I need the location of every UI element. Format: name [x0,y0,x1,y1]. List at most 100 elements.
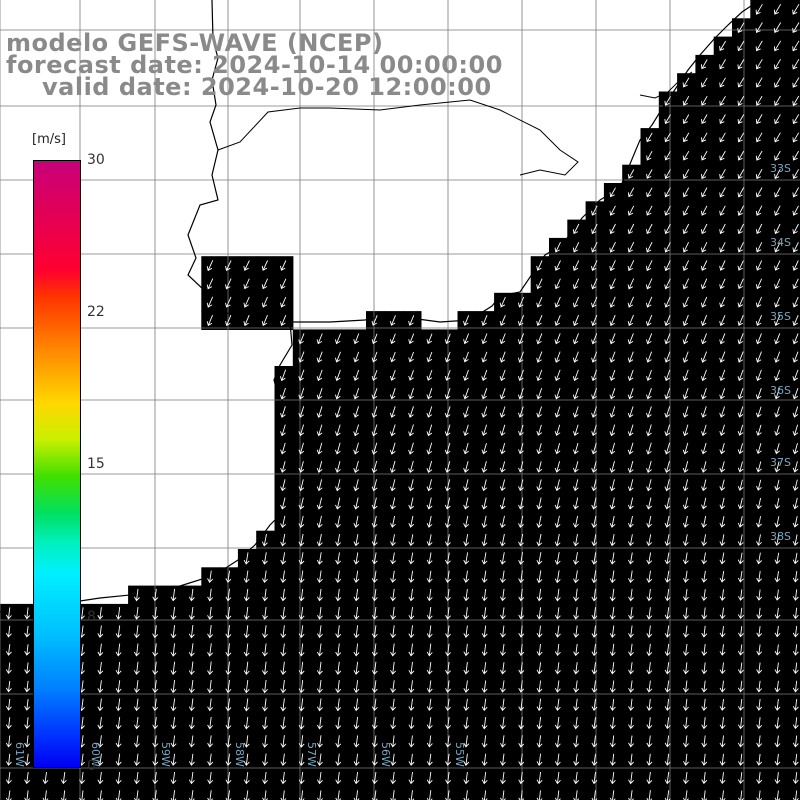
wind-arrow [280,479,286,492]
wind-arrow [298,716,305,730]
wind-arrow [792,735,799,748]
wind-arrow [774,424,780,436]
wind-arrow [774,698,781,711]
wind-arrow [243,260,250,271]
wind-arrow [554,242,561,253]
wind-arrow [518,406,524,418]
wind-arrow [792,369,799,382]
wind-arrow [243,735,250,748]
wind-arrow [737,296,744,308]
wind-arrow [737,205,744,216]
wind-arrow [24,644,31,656]
wind-arrow [591,388,598,400]
wind-arrow [664,515,671,528]
title-model: modelo GEFS-WAVE (NCEP) [6,29,384,57]
wind-arrow [719,589,726,601]
wind-speed-cell [786,384,800,404]
wind-arrow [792,296,799,308]
wind-arrow [627,552,634,565]
wind-arrow [646,223,653,235]
wind-arrow [701,534,708,547]
wind-arrow [609,625,616,638]
wind-arrow [572,314,580,327]
wind-arrow [463,351,469,363]
wind-arrow [335,479,341,492]
wind-arrow [737,735,744,748]
wind-arrow [737,406,744,418]
wind-arrow [280,625,287,639]
wind-arrow [774,497,781,510]
wind-arrow [536,296,543,308]
wind-arrow [664,351,671,363]
title-forecast-date: forecast date: 2024-10-14 00:00:00 [6,51,503,79]
wind-arrow [756,497,762,510]
wind-arrow [792,442,799,455]
wind-arrow [591,625,598,638]
wind-arrow [353,771,360,785]
wind-arrow [280,588,287,602]
wind-arrow [701,680,708,693]
wind-arrow [719,534,726,547]
wind-arrow [463,698,470,712]
wind-speed-cell [786,73,800,93]
wind-arrow [682,387,689,400]
wind-arrow [627,205,635,216]
coastline-argentina [0,321,327,613]
wind-arrow [701,662,708,675]
wind-arrow [719,114,726,125]
wind-arrow [481,698,488,712]
wind-arrow [756,571,763,583]
wind-arrow [335,753,342,766]
wind-arrow [792,333,799,345]
wind-arrow [536,607,543,620]
wind-arrow [408,515,415,528]
wind-arrow [609,552,616,565]
wind-arrow [298,424,305,437]
wind-arrow [188,606,195,620]
wind-arrow [499,333,506,345]
wind-arrow [481,588,488,602]
wind-speed-cell [786,439,800,459]
wind-arrow [646,460,652,474]
wind-arrow [701,589,708,602]
wind-arrow [353,387,360,400]
wind-arrow [207,771,214,785]
wind-arrow [755,40,763,52]
wind-arrow [445,680,451,693]
wind-arrow [225,698,232,712]
wind-arrow [408,698,415,712]
wind-arrow [5,644,12,656]
wind-arrow [792,607,799,620]
coastline-lagoon [639,71,693,99]
wind-arrow [298,735,305,748]
wind-arrow [609,570,616,584]
wind-arrow [572,424,579,437]
wind-arrow [554,588,561,602]
wind-arrow [316,460,323,473]
wind-speed-cell [786,512,800,532]
wind-arrow [627,442,634,455]
wind-arrow [719,59,726,70]
wind-arrow [774,607,781,620]
wind-arrow [115,661,122,675]
wind-arrow [664,479,671,492]
wind-arrow [774,278,781,290]
wind-arrow [646,388,652,400]
wind-arrow [591,515,598,528]
wind-arrow [5,699,12,711]
wind-arrow [756,534,762,547]
wind-arrow [701,424,707,437]
wind-arrow [518,607,525,620]
wind-arrow [371,771,378,785]
wind-arrow [280,698,287,712]
wind-arrow [719,406,726,418]
wind-arrow [170,625,177,639]
wind-arrow [389,388,396,400]
wind-speed-cell [786,786,800,800]
colorbar [33,160,81,768]
wind-arrow [408,552,415,565]
wind-arrow [719,717,726,730]
wind-arrow [463,735,470,748]
wind-arrow [225,588,232,602]
wind-arrow [317,735,323,748]
